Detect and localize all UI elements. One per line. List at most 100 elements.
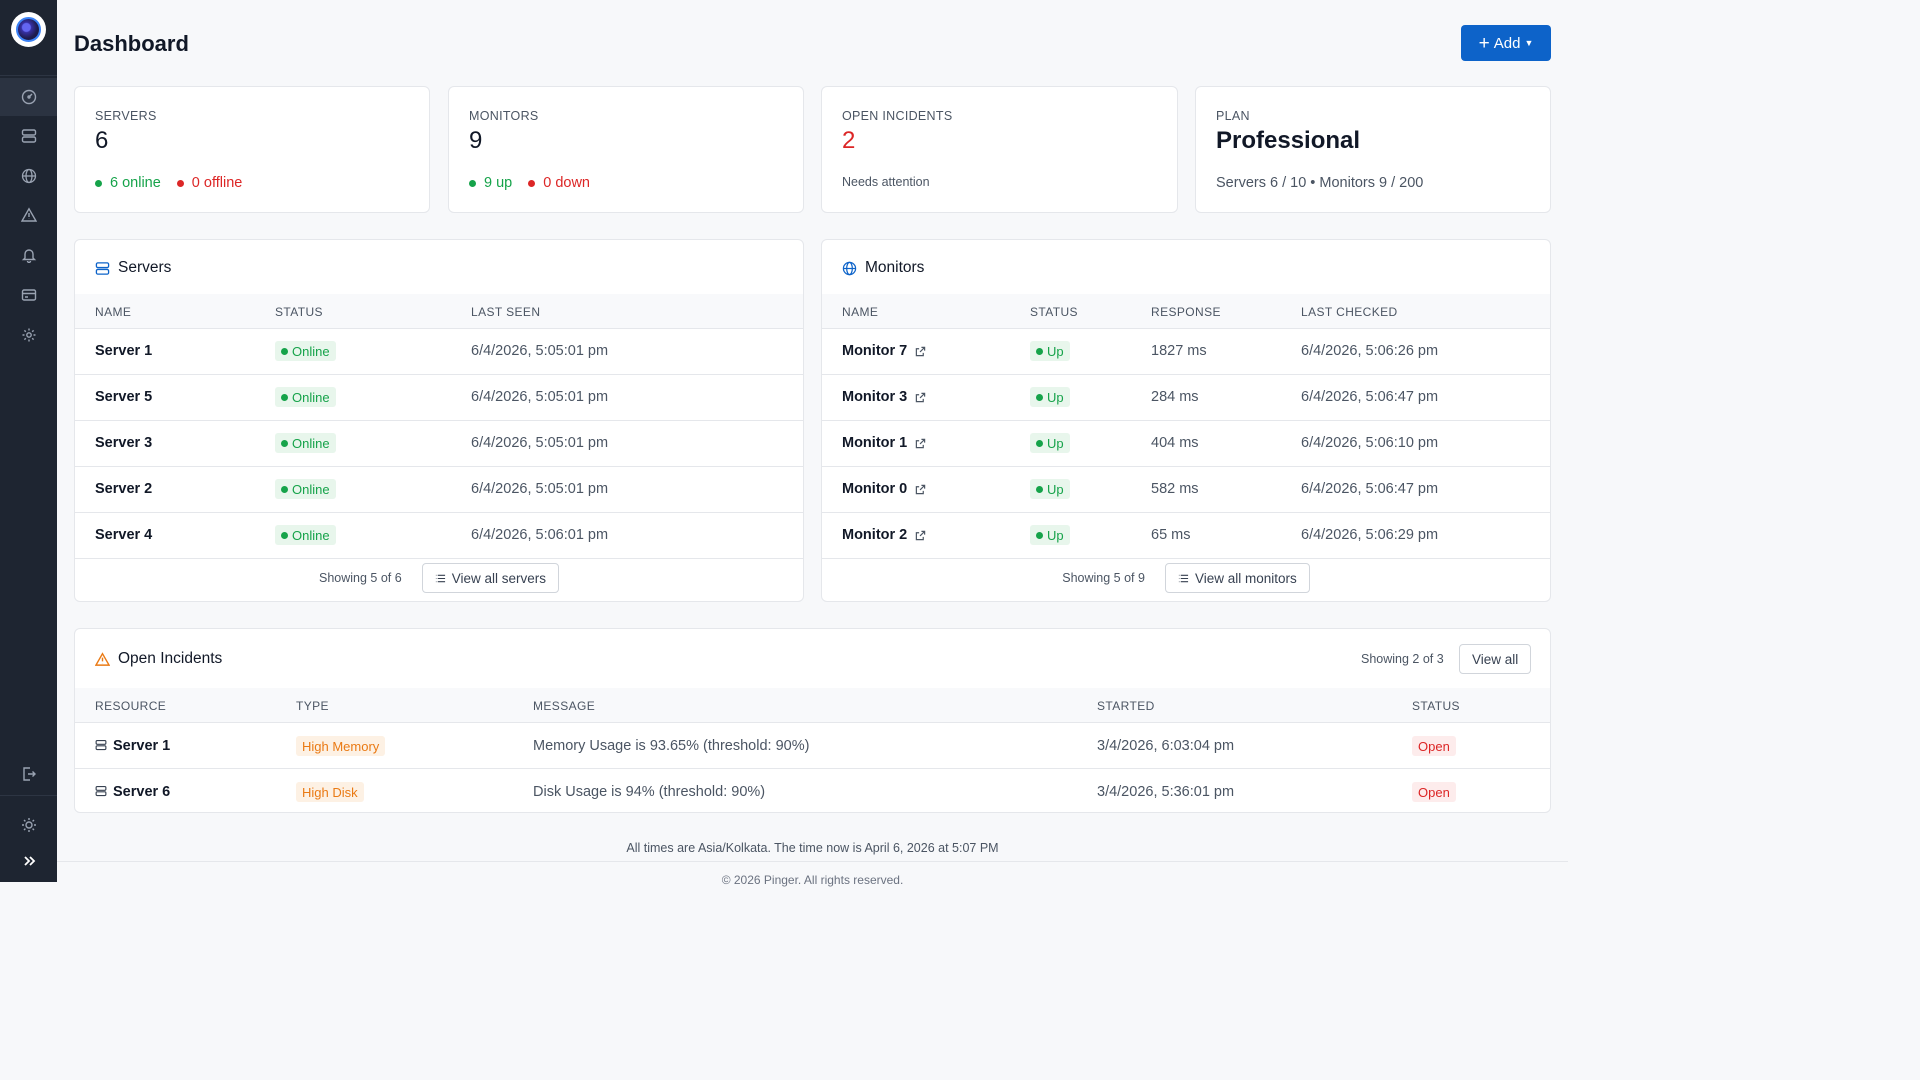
status-dot [1036, 393, 1043, 401]
list-icon [1178, 574, 1189, 582]
view-all-monitors-button[interactable]: View all monitors [1164, 563, 1310, 593]
status-text: Online [292, 481, 330, 497]
view-all-servers-button[interactable]: View all servers [421, 563, 559, 593]
status-badge: Up [1030, 341, 1070, 361]
status-dot [281, 485, 288, 493]
server-name[interactable]: Server 1 [95, 343, 153, 359]
table-header: NAME STATUS RESPONSE LAST CHECKED [822, 294, 1550, 329]
nav-servers[interactable] [0, 117, 57, 155]
table-row[interactable]: Server 2 Online 6/4/2026, 5:05:01 pm [75, 467, 803, 513]
monitor-name[interactable]: Monitor 1 [842, 435, 926, 451]
add-button-label: Add [1493, 34, 1521, 52]
app-logo[interactable] [11, 12, 46, 47]
servers-offline-count: 0 offline [176, 175, 242, 191]
resource-name[interactable]: Server 6 [95, 784, 170, 800]
table-row[interactable]: Server 1 High Memory Memory Usage is 93.… [75, 723, 1550, 769]
showing-count: Showing 5 of 9 [1062, 571, 1145, 585]
response-time: 582 ms [1151, 481, 1199, 497]
status-badge: Up [1030, 525, 1070, 545]
table-row[interactable]: Server 3 Online 6/4/2026, 5:05:01 pm [75, 421, 803, 467]
stat-label: OPEN INCIDENTS [842, 109, 953, 123]
nav-alerts[interactable] [0, 236, 57, 274]
last-seen: 6/4/2026, 5:05:01 pm [471, 343, 609, 359]
status-badge: Up [1030, 387, 1070, 407]
status-text: Online [292, 527, 330, 543]
resource-text: Server 6 [113, 784, 171, 800]
nav-incidents[interactable] [0, 196, 57, 234]
server-name[interactable]: Server 3 [95, 435, 153, 451]
nav-theme-toggle[interactable] [0, 806, 57, 844]
server-name[interactable]: Server 2 [95, 481, 153, 497]
table-row[interactable]: Monitor 3 Up 284 ms 6/4/2026, 5:06:47 pm [822, 375, 1550, 421]
column-header: STATUS [1412, 699, 1460, 713]
theme-icon [21, 818, 36, 832]
monitor-name[interactable]: Monitor 0 [842, 481, 926, 497]
status-badge: Up [1030, 433, 1070, 453]
dashboard-icon [21, 89, 36, 105]
external-link-icon[interactable] [915, 392, 926, 403]
status-dot [1036, 439, 1043, 447]
add-button[interactable]: + Add ▼ [1461, 25, 1551, 61]
view-all-incidents-button[interactable]: View all [1459, 644, 1532, 674]
nav-settings[interactable] [0, 316, 57, 354]
status-text: Online [292, 343, 330, 359]
server-icon [95, 739, 107, 751]
incident-started: 3/4/2026, 6:03:04 pm [1097, 738, 1235, 754]
status-badge: Online [275, 387, 336, 407]
monitor-name[interactable]: Monitor 3 [842, 389, 926, 405]
nav-dashboard[interactable] [0, 78, 57, 116]
table-row[interactable]: Monitor 0 Up 582 ms 6/4/2026, 5:06:47 pm [822, 467, 1550, 513]
monitor-name[interactable]: Monitor 7 [842, 343, 926, 359]
monitor-name[interactable]: Monitor 2 [842, 527, 926, 543]
status-badge: Online [275, 341, 336, 361]
nav-billing[interactable] [0, 276, 57, 314]
resource-name[interactable]: Server 1 [95, 738, 170, 754]
server-name[interactable]: Server 5 [95, 389, 153, 405]
response-time: 284 ms [1151, 389, 1199, 405]
last-seen: 6/4/2026, 5:05:01 pm [471, 435, 609, 451]
external-link-icon[interactable] [915, 346, 926, 357]
table-row[interactable]: Server 1 Online 6/4/2026, 5:05:01 pm [75, 329, 803, 375]
settings-icon [22, 328, 35, 342]
column-header: MESSAGE [533, 699, 596, 713]
column-header: RESPONSE [1151, 305, 1221, 319]
status-dot [95, 179, 102, 187]
status-text: Online [292, 435, 330, 451]
external-link-icon[interactable] [915, 438, 926, 449]
incident-started: 3/4/2026, 5:36:01 pm [1097, 784, 1235, 800]
external-link-icon[interactable] [915, 484, 926, 495]
response-time: 1827 ms [1151, 343, 1207, 359]
nav-expand[interactable] [0, 842, 57, 880]
nav-logout[interactable] [0, 755, 57, 793]
status-dot [1036, 347, 1043, 355]
table-row[interactable]: Server 5 Online 6/4/2026, 5:05:01 pm [75, 375, 803, 421]
plan-name: Professional [1216, 127, 1361, 154]
showing-count: Showing 2 of 3 [1361, 652, 1444, 666]
plan-usage: Servers 6 / 10 • Monitors 9 / 200 [1216, 175, 1424, 191]
external-link-icon[interactable] [915, 530, 926, 541]
warning-icon [95, 651, 110, 666]
column-header: LAST SEEN [471, 305, 541, 319]
page-title: Dashboard [74, 31, 189, 56]
status-dot [1036, 531, 1043, 539]
table-row[interactable]: Server 4 Online 6/4/2026, 5:06:01 pm [75, 513, 803, 559]
sidebar-divider [0, 795, 57, 796]
table-row[interactable]: Server 6 High Disk Disk Usage is 94% (th… [75, 769, 1550, 815]
status-badge: Open [1412, 782, 1456, 802]
status-badge: Online [275, 433, 336, 453]
billing-icon [21, 289, 36, 301]
panel-footer: Showing 5 of 6 View all servers [75, 563, 803, 593]
plus-icon: + [1478, 32, 1490, 54]
server-icon [95, 785, 107, 797]
nav-monitors[interactable] [0, 157, 57, 195]
table-row[interactable]: Monitor 1 Up 404 ms 6/4/2026, 5:06:10 pm [822, 421, 1550, 467]
table-header: NAME STATUS LAST SEEN [75, 294, 803, 329]
server-name[interactable]: Server 4 [95, 527, 153, 543]
bell-icon [21, 249, 36, 263]
table-row[interactable]: Monitor 7 Up 1827 ms 6/4/2026, 5:06:26 p… [822, 329, 1550, 375]
table-row[interactable]: Monitor 2 Up 65 ms 6/4/2026, 5:06:29 pm [822, 513, 1550, 559]
last-checked: 6/4/2026, 5:06:26 pm [1301, 343, 1439, 359]
up-text: 9 up [484, 175, 513, 191]
status-text: Up [1047, 481, 1064, 497]
last-checked: 6/4/2026, 5:06:10 pm [1301, 435, 1439, 451]
